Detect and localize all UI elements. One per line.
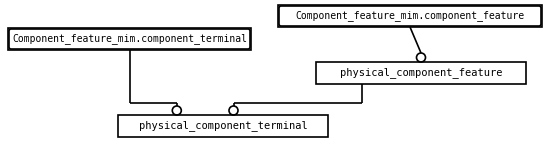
- FancyBboxPatch shape: [9, 29, 250, 49]
- Text: Component_feature_mim.component_feature: Component_feature_mim.component_feature: [295, 11, 524, 21]
- Text: Component_feature_mim.component_terminal: Component_feature_mim.component_terminal: [12, 34, 247, 45]
- Bar: [118, 115, 328, 137]
- Text: physical_component_terminal: physical_component_terminal: [139, 121, 307, 131]
- Bar: [8, 28, 251, 50]
- Text: physical_component_feature: physical_component_feature: [339, 67, 502, 78]
- Bar: [316, 62, 526, 84]
- FancyBboxPatch shape: [279, 6, 541, 26]
- Bar: [278, 5, 542, 27]
